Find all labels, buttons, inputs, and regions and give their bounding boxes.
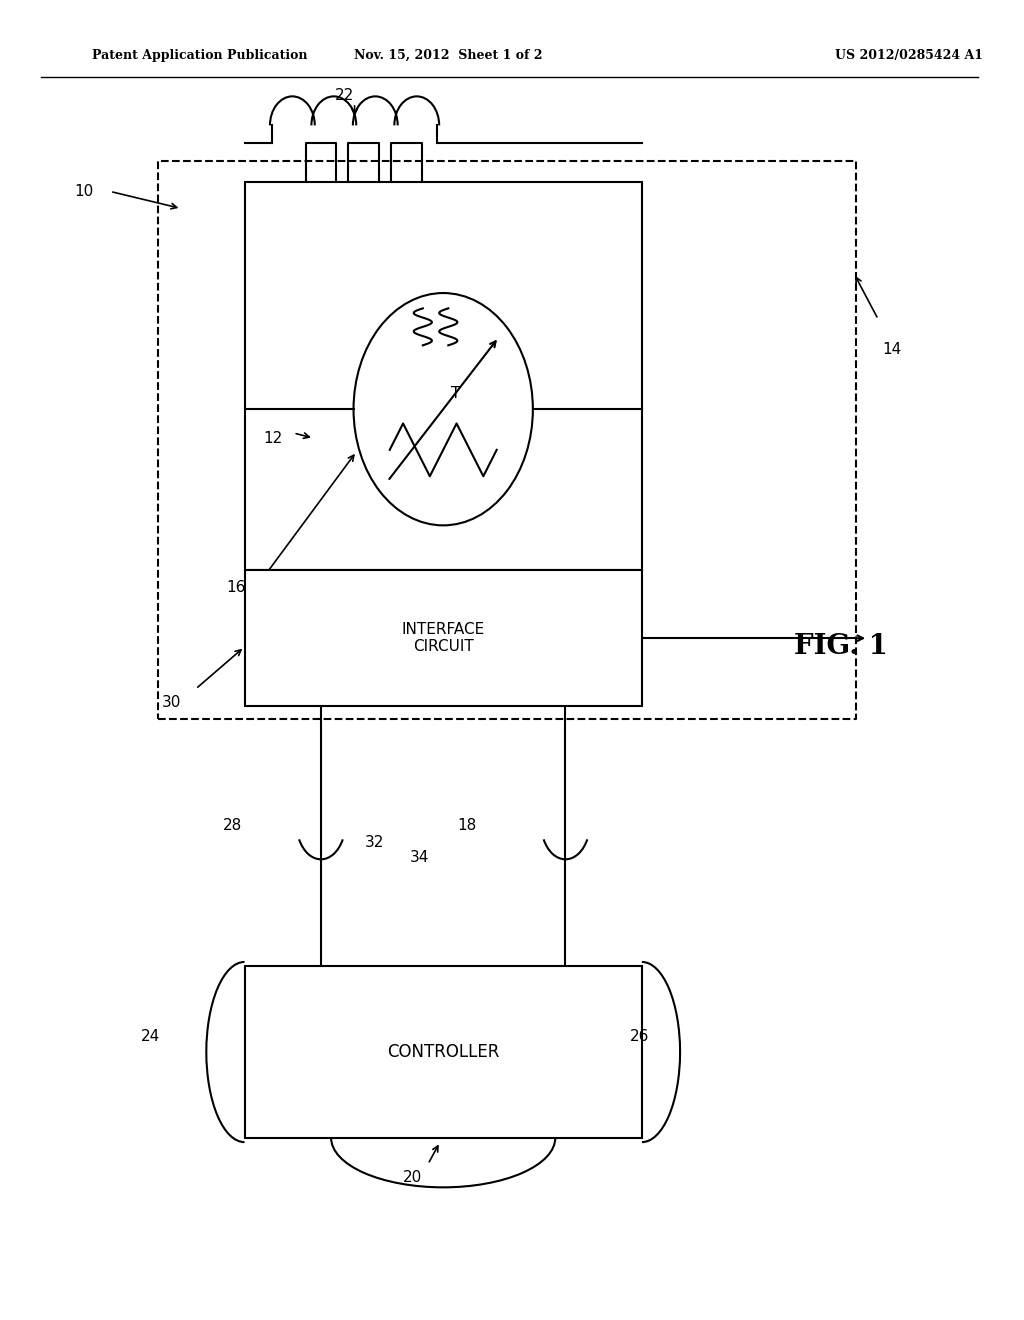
Text: 28: 28 [222,817,242,833]
Text: US 2012/0285424 A1: US 2012/0285424 A1 [836,49,983,62]
Text: Patent Application Publication: Patent Application Publication [92,49,307,62]
Text: 32: 32 [366,834,385,850]
Text: 18: 18 [457,817,476,833]
Text: 14: 14 [882,342,901,358]
Text: 24: 24 [141,1028,161,1044]
Text: 26: 26 [630,1028,649,1044]
Text: 10: 10 [74,183,93,199]
Text: Nov. 15, 2012  Sheet 1 of 2: Nov. 15, 2012 Sheet 1 of 2 [354,49,543,62]
Text: 20: 20 [403,1170,422,1185]
Text: INTERFACE
CIRCUIT: INTERFACE CIRCUIT [401,622,484,655]
Text: 12: 12 [263,430,283,446]
Text: FIG. 1: FIG. 1 [794,634,888,660]
Text: CONTROLLER: CONTROLLER [387,1043,500,1061]
Polygon shape [245,570,642,706]
Text: 30: 30 [162,694,181,710]
Text: 22: 22 [335,87,354,103]
Polygon shape [245,966,642,1138]
Text: 16: 16 [226,579,246,595]
Text: 34: 34 [410,850,429,866]
Text: T: T [451,385,460,401]
